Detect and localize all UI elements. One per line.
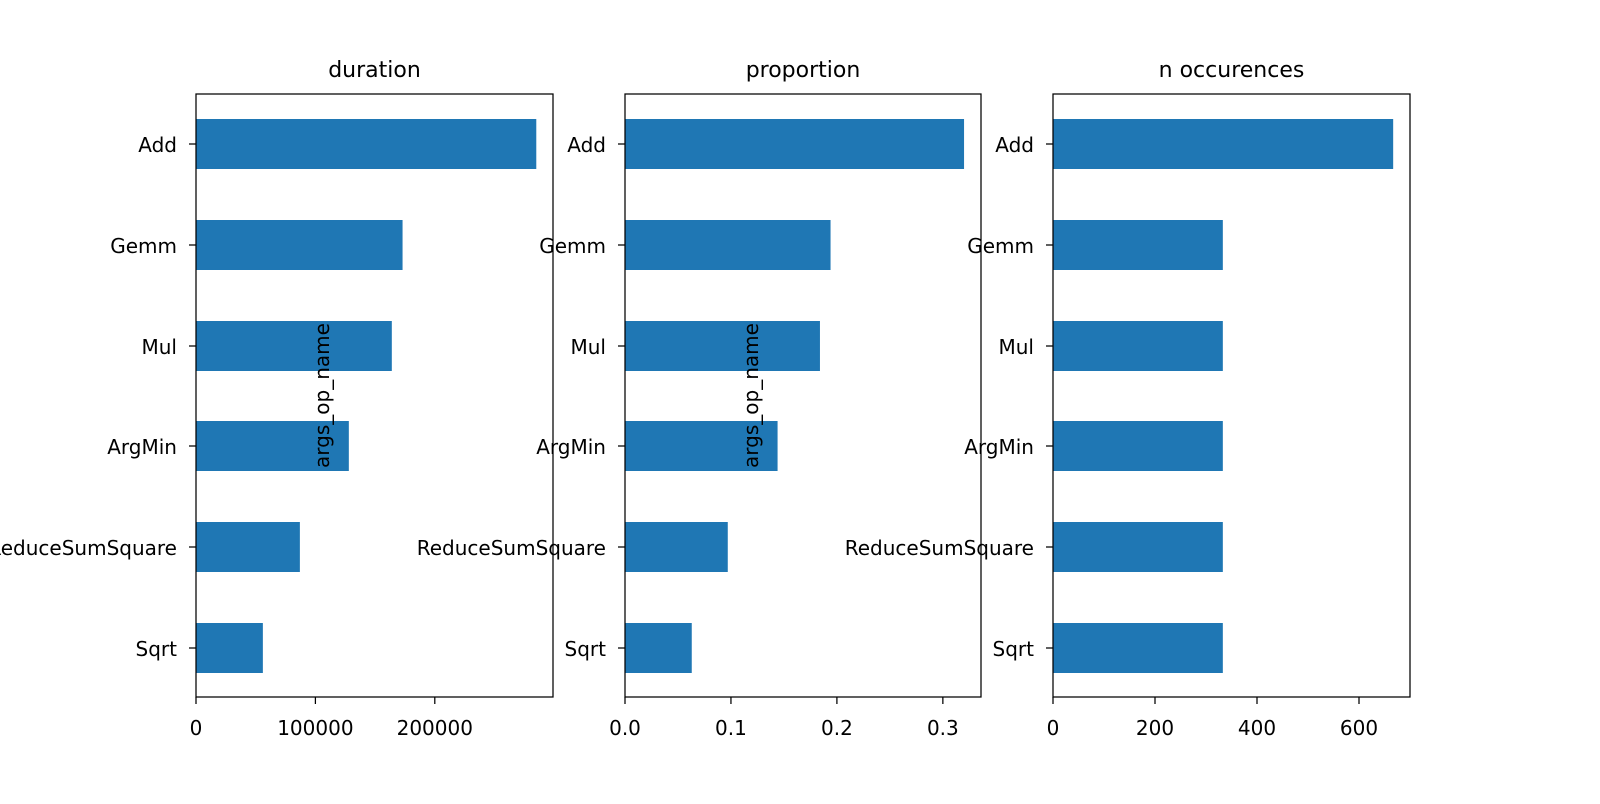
bar-gemm	[625, 220, 831, 270]
y-tick-label: Gemm	[110, 234, 177, 258]
y-tick-label: ArgMin	[536, 435, 606, 459]
x-tick-label: 0.1	[715, 716, 747, 740]
bar-mul	[196, 321, 392, 371]
y-tick-label: ArgMin	[107, 435, 177, 459]
bar-gemm	[1053, 220, 1223, 270]
bar-sqrt	[196, 623, 263, 673]
x-tick-label: 200	[1136, 716, 1174, 740]
y-tick-label: ArgMin	[964, 435, 1034, 459]
y-tick-label: ReduceSumSquare	[845, 536, 1034, 560]
y-tick-label: Mul	[999, 335, 1035, 359]
chart-title: duration	[328, 58, 421, 83]
y-tick-label: ReduceSumSquare	[0, 536, 177, 560]
y-tick-label: Add	[995, 133, 1034, 157]
bar-reducesumsquare	[1053, 522, 1223, 572]
y-tick-label: Sqrt	[565, 637, 607, 661]
y-axis-label: args_op_name	[739, 323, 763, 468]
x-tick-label: 0	[190, 716, 203, 740]
y-tick-label: Sqrt	[136, 637, 178, 661]
bar-sqrt	[1053, 623, 1223, 673]
x-tick-label: 0	[1047, 716, 1060, 740]
bar-add	[625, 119, 965, 169]
x-tick-label: 400	[1238, 716, 1276, 740]
bar-argmin	[196, 421, 349, 471]
bar-add	[196, 119, 537, 169]
y-tick-label: Add	[138, 133, 177, 157]
bar-reducesumsquare	[625, 522, 728, 572]
bar-sqrt	[625, 623, 692, 673]
chart-title: proportion	[746, 58, 861, 83]
plot-frame	[624, 93, 982, 698]
y-tick-label: Add	[567, 133, 606, 157]
bar-argmin	[625, 421, 778, 471]
y-tick-label: ReduceSumSquare	[417, 536, 606, 560]
x-tick-label: 600	[1340, 716, 1378, 740]
y-tick-label: Mul	[571, 335, 607, 359]
bar-add	[1053, 119, 1394, 169]
bar-reducesumsquare	[196, 522, 300, 572]
x-tick-label: 100000	[277, 716, 353, 740]
chart-title: n occurences	[1159, 58, 1305, 83]
bar-mul	[1053, 321, 1223, 371]
y-tick-label: Gemm	[539, 234, 606, 258]
y-tick-label: Mul	[142, 335, 178, 359]
x-tick-label: 0.0	[609, 716, 641, 740]
bar-mul	[625, 321, 820, 371]
x-tick-label: 0.2	[821, 716, 853, 740]
bar-argmin	[1053, 421, 1223, 471]
plot-frame	[1052, 93, 1411, 698]
bar-gemm	[196, 220, 403, 270]
x-tick-label: 0.3	[927, 716, 959, 740]
x-tick-label: 200000	[397, 716, 473, 740]
y-tick-label: Sqrt	[993, 637, 1035, 661]
y-tick-label: Gemm	[967, 234, 1034, 258]
plot-frame	[195, 93, 554, 698]
y-axis-label: args_op_name	[310, 323, 334, 468]
